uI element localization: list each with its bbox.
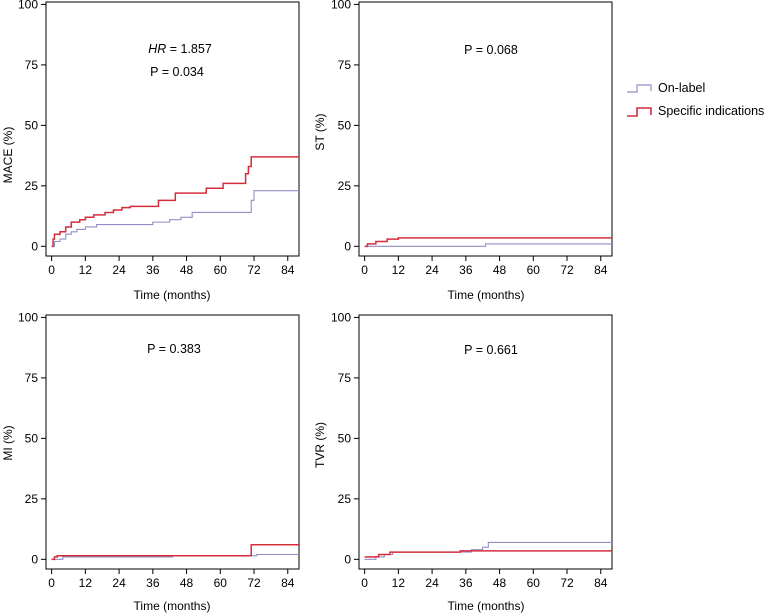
y-axis-label: TVR (%) — [313, 422, 327, 468]
y-tick-label: 25 — [25, 179, 39, 193]
p-value-annotation: P = 0.034 — [150, 65, 204, 79]
series-layer — [51, 544, 299, 561]
y-tick-label: 75 — [25, 58, 39, 72]
x-tick-label: 60 — [214, 576, 228, 590]
x-axis-label: Time (months) — [448, 599, 525, 613]
y-tick-label: 0 — [344, 552, 351, 566]
x-tick-label: 36 — [459, 263, 473, 277]
ticks-layer: 0 12 24 36 48 60 72 84 0 25 50 75 100 — [331, 0, 608, 277]
x-tick-label: 72 — [560, 263, 574, 277]
p-value-annotation: P = 0.661 — [464, 343, 518, 357]
series-line-specific-indications — [51, 156, 299, 248]
x-axis-label: Time (months) — [134, 288, 211, 302]
y-tick-label: 25 — [338, 492, 352, 506]
x-tick-label: 84 — [281, 576, 295, 590]
x-tick-label: 84 — [594, 263, 608, 277]
legend-item-specific-indications: Specific indications — [627, 104, 764, 118]
x-tick-label: 24 — [425, 263, 439, 277]
x-tick-label: 48 — [180, 576, 194, 590]
series-layer — [364, 541, 612, 560]
plot-frame — [358, 1, 613, 257]
x-tick-label: 60 — [527, 263, 541, 277]
x-tick-label: 48 — [493, 263, 507, 277]
y-tick-label: 50 — [25, 431, 39, 445]
y-tick-label: 50 — [338, 431, 352, 445]
ticks-layer: 0 12 24 36 48 60 72 84 0 25 50 75 100 — [331, 310, 608, 590]
legend-swatch-on-label — [627, 84, 652, 93]
x-tick-label: 60 — [527, 576, 541, 590]
x-tick-label: 12 — [79, 263, 93, 277]
x-tick-label: 0 — [361, 576, 368, 590]
y-tick-label: 0 — [344, 239, 351, 253]
y-tick-label: 25 — [25, 492, 39, 506]
series-line-on-label — [364, 243, 612, 247]
y-tick-label: 50 — [338, 118, 352, 132]
legend-item-on-label: On-label — [627, 81, 705, 95]
hr-label: HR — [148, 42, 166, 56]
legend-label-on-label: On-label — [658, 81, 705, 95]
series-line-specific-indications — [364, 237, 612, 248]
series-layer — [364, 237, 612, 248]
x-tick-label: 36 — [146, 576, 160, 590]
ticks-layer: 0 12 24 36 48 60 72 84 0 25 50 75 100 — [18, 310, 295, 590]
x-tick-label: 60 — [214, 263, 228, 277]
y-tick-label: 75 — [338, 58, 352, 72]
legend: On-label Specific indications — [627, 81, 764, 118]
y-tick-label: 0 — [31, 552, 38, 566]
x-tick-label: 36 — [459, 576, 473, 590]
series-layer — [51, 156, 299, 248]
plot-frame — [45, 314, 300, 570]
plot-frame — [358, 314, 613, 570]
y-tick-label: 25 — [338, 179, 352, 193]
p-value-annotation: P = 0.068 — [464, 43, 518, 57]
y-tick-label: 50 — [25, 118, 39, 132]
p-value-annotation: P = 0.383 — [147, 342, 201, 356]
x-tick-label: 12 — [392, 263, 406, 277]
y-axis-label: MI (%) — [1, 425, 15, 460]
hr-value: = 1.857 — [166, 42, 212, 56]
legend-label-specific-indications: Specific indications — [658, 104, 764, 118]
x-tick-label: 84 — [594, 576, 608, 590]
x-tick-label: 12 — [79, 576, 93, 590]
y-axis-label: MACE (%) — [1, 127, 15, 184]
legend-swatch-specific-indications — [627, 107, 652, 117]
x-tick-label: 24 — [112, 576, 126, 590]
x-axis-label: Time (months) — [134, 599, 211, 613]
x-tick-label: 48 — [180, 263, 194, 277]
x-tick-label: 0 — [361, 263, 368, 277]
y-tick-label: 100 — [331, 310, 351, 324]
x-tick-label: 72 — [247, 263, 261, 277]
x-tick-label: 12 — [392, 576, 406, 590]
x-tick-label: 72 — [560, 576, 574, 590]
x-tick-label: 36 — [146, 263, 160, 277]
x-tick-label: 24 — [425, 576, 439, 590]
y-axis-label: ST (%) — [313, 113, 327, 150]
plot-frame — [45, 1, 300, 257]
series-line-specific-indications — [364, 550, 612, 558]
x-tick-label: 0 — [48, 263, 55, 277]
ticks-layer: 0 12 24 36 48 60 72 84 0 25 50 75 100 — [18, 0, 295, 277]
x-tick-label: 72 — [247, 576, 261, 590]
x-tick-label: 48 — [493, 576, 507, 590]
y-tick-label: 75 — [338, 371, 352, 385]
y-tick-label: 75 — [25, 371, 39, 385]
series-line-on-label — [51, 190, 299, 247]
x-tick-label: 84 — [281, 263, 295, 277]
y-tick-label: 100 — [18, 310, 38, 324]
y-tick-label: 100 — [18, 0, 38, 11]
x-tick-label: 24 — [112, 263, 126, 277]
y-tick-label: 100 — [331, 0, 351, 11]
series-line-specific-indications — [51, 544, 299, 561]
hazard-ratio-annotation: HR = 1.857 — [148, 42, 212, 56]
x-axis-label: Time (months) — [448, 288, 525, 302]
x-tick-label: 0 — [48, 576, 55, 590]
y-tick-label: 0 — [31, 239, 38, 253]
